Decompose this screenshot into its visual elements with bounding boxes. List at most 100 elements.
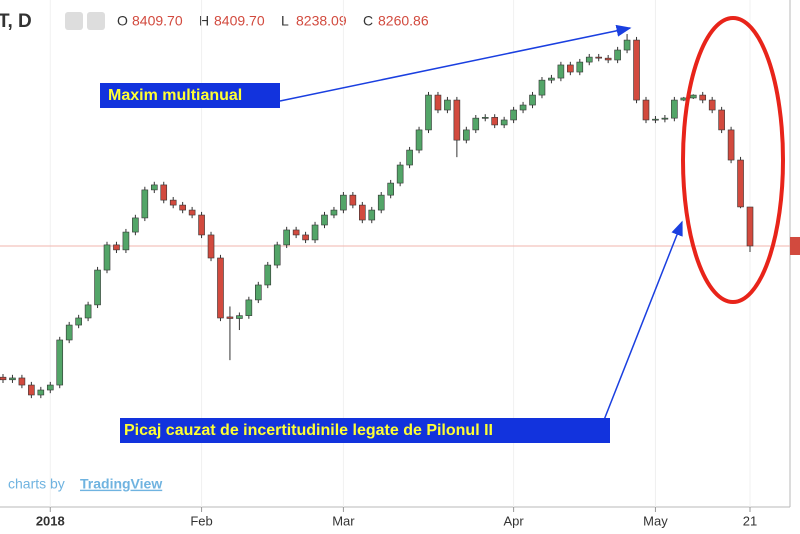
candle-body: [245, 299, 253, 316]
ohlc-name: O: [117, 13, 128, 29]
candle-body: [75, 317, 82, 326]
candle-body: [368, 209, 376, 221]
candle-body: [604, 57, 612, 61]
candle-body: [737, 159, 744, 208]
candle-body: [567, 64, 574, 73]
candle-body: [160, 184, 168, 201]
candle-body: [330, 209, 338, 216]
candle-body: [585, 56, 593, 63]
candle-body: [472, 117, 480, 131]
candle-body: [463, 129, 470, 141]
candle-body: [255, 284, 262, 301]
last-price-tag: [790, 236, 800, 255]
candle-body: [150, 184, 158, 191]
candle-body: [28, 384, 35, 396]
candle-body: [661, 117, 669, 120]
candle-body: [359, 204, 366, 221]
candle-body: [519, 104, 527, 111]
candle-body: [595, 56, 603, 59]
candle-body: [529, 94, 536, 106]
candle-body: [406, 149, 413, 166]
candle-body: [264, 264, 272, 286]
x-tick-label: Feb: [190, 513, 212, 528]
candle-body: [302, 234, 309, 241]
candle-body: [122, 231, 130, 251]
candle-body: [387, 182, 394, 196]
candle-body: [727, 129, 735, 161]
annotation-text: Maxim multianual: [108, 87, 242, 104]
ohlc-name: L: [281, 13, 289, 29]
candle-body: [500, 119, 508, 126]
candle-body: [538, 79, 546, 96]
candle-body: [444, 99, 451, 111]
candle-body: [321, 214, 328, 226]
candle-body: [94, 269, 101, 306]
candle-body: [652, 118, 659, 121]
candle-body: [103, 244, 111, 271]
candle-body: [236, 315, 243, 319]
ohlc-value: 8260.86: [378, 13, 429, 29]
candle-body: [718, 109, 725, 131]
candle-body: [557, 64, 565, 79]
gear-icon[interactable]: [87, 12, 105, 30]
candle-body: [179, 204, 186, 211]
candle-body: [141, 189, 149, 219]
ohlc-value: 8409.70: [132, 13, 183, 29]
credit-text: charts by: [8, 476, 65, 492]
candle-body: [311, 224, 319, 241]
candle-body: [481, 117, 489, 119]
candle-body: [340, 194, 347, 211]
annotation-box: [120, 418, 610, 443]
candle-body: [37, 389, 45, 396]
candle-body: [46, 384, 54, 391]
candle-body: [671, 99, 678, 119]
candle-body: [273, 244, 281, 266]
settings-icon[interactable]: [65, 12, 83, 30]
candle-body: [18, 377, 26, 386]
ohlc-value: 8238.09: [296, 13, 347, 29]
candle-body: [56, 339, 64, 386]
credit-link[interactable]: TradingView: [80, 476, 162, 492]
x-tick-label: Mar: [332, 513, 355, 528]
candle-body: [623, 39, 631, 51]
x-tick-label: 21: [743, 513, 757, 528]
candle-body: [169, 199, 177, 206]
candle-body: [9, 377, 16, 381]
candle-body: [207, 234, 215, 259]
annotation-arrow: [279, 24, 632, 102]
candle-body: [132, 217, 139, 233]
annotation-arrow: [603, 220, 683, 421]
candle-body: [633, 39, 640, 101]
candle-body: [349, 194, 357, 206]
x-tick-label: 2018: [36, 513, 65, 528]
candle-body: [84, 304, 92, 319]
candle-body: [699, 94, 707, 101]
candle-body: [491, 117, 498, 126]
candle-body: [292, 229, 300, 236]
ohlc-value: 8409.70: [214, 13, 265, 29]
candle-body: [425, 94, 432, 131]
x-tick-label: Apr: [503, 513, 524, 528]
candle-body: [453, 99, 461, 141]
candle-body: [642, 99, 650, 121]
annotation-text: Picaj cauzat de incertitudinile legate d…: [124, 422, 493, 439]
x-tick-label: May: [643, 513, 668, 528]
candle-body: [113, 244, 120, 251]
candle-body: [708, 99, 716, 111]
ohlc-name: H: [199, 13, 209, 29]
candle-body: [217, 257, 224, 319]
candle-body: [689, 94, 697, 99]
highlight-ellipse: [681, 16, 785, 304]
candle-body: [188, 209, 196, 216]
candle-body: [198, 214, 205, 236]
candle-body: [614, 49, 621, 61]
ohlc-name: C: [363, 13, 373, 29]
candle-body: [65, 324, 73, 341]
candle-body: [0, 376, 7, 381]
candle-body: [548, 77, 555, 81]
annotation-box: [100, 83, 280, 108]
candle-body: [576, 61, 584, 73]
candle-body: [746, 206, 754, 247]
